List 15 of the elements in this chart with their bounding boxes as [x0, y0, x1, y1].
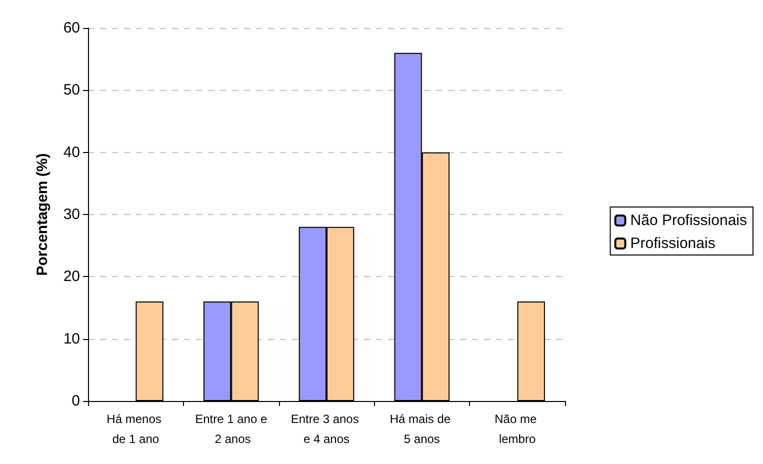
- y-tick-label: 20: [63, 268, 80, 286]
- x-tick-label: Há menos de 1 ano: [106, 412, 165, 446]
- y-tick-label: 40: [63, 144, 80, 161]
- x-tick-label: Entre 1 ano e 2 anos: [195, 412, 268, 446]
- x-tick-label: Há mais de 5 anos: [390, 412, 454, 446]
- y-axis-title: Porcentagem (%): [34, 153, 51, 276]
- legend-label: Profissionais: [630, 235, 716, 252]
- legend-label: Não Profissionais: [630, 212, 747, 229]
- y-tick-label: 0: [72, 392, 80, 410]
- x-tick-label: Não me lembro: [494, 412, 540, 446]
- y-tick-label: 10: [63, 330, 80, 348]
- y-tick-label: 30: [63, 206, 80, 223]
- x-tick-label: Entre 3 anos e 4 anos: [290, 412, 362, 446]
- y-tick-label: 50: [63, 82, 80, 99]
- y-tick-label: 60: [63, 20, 80, 36]
